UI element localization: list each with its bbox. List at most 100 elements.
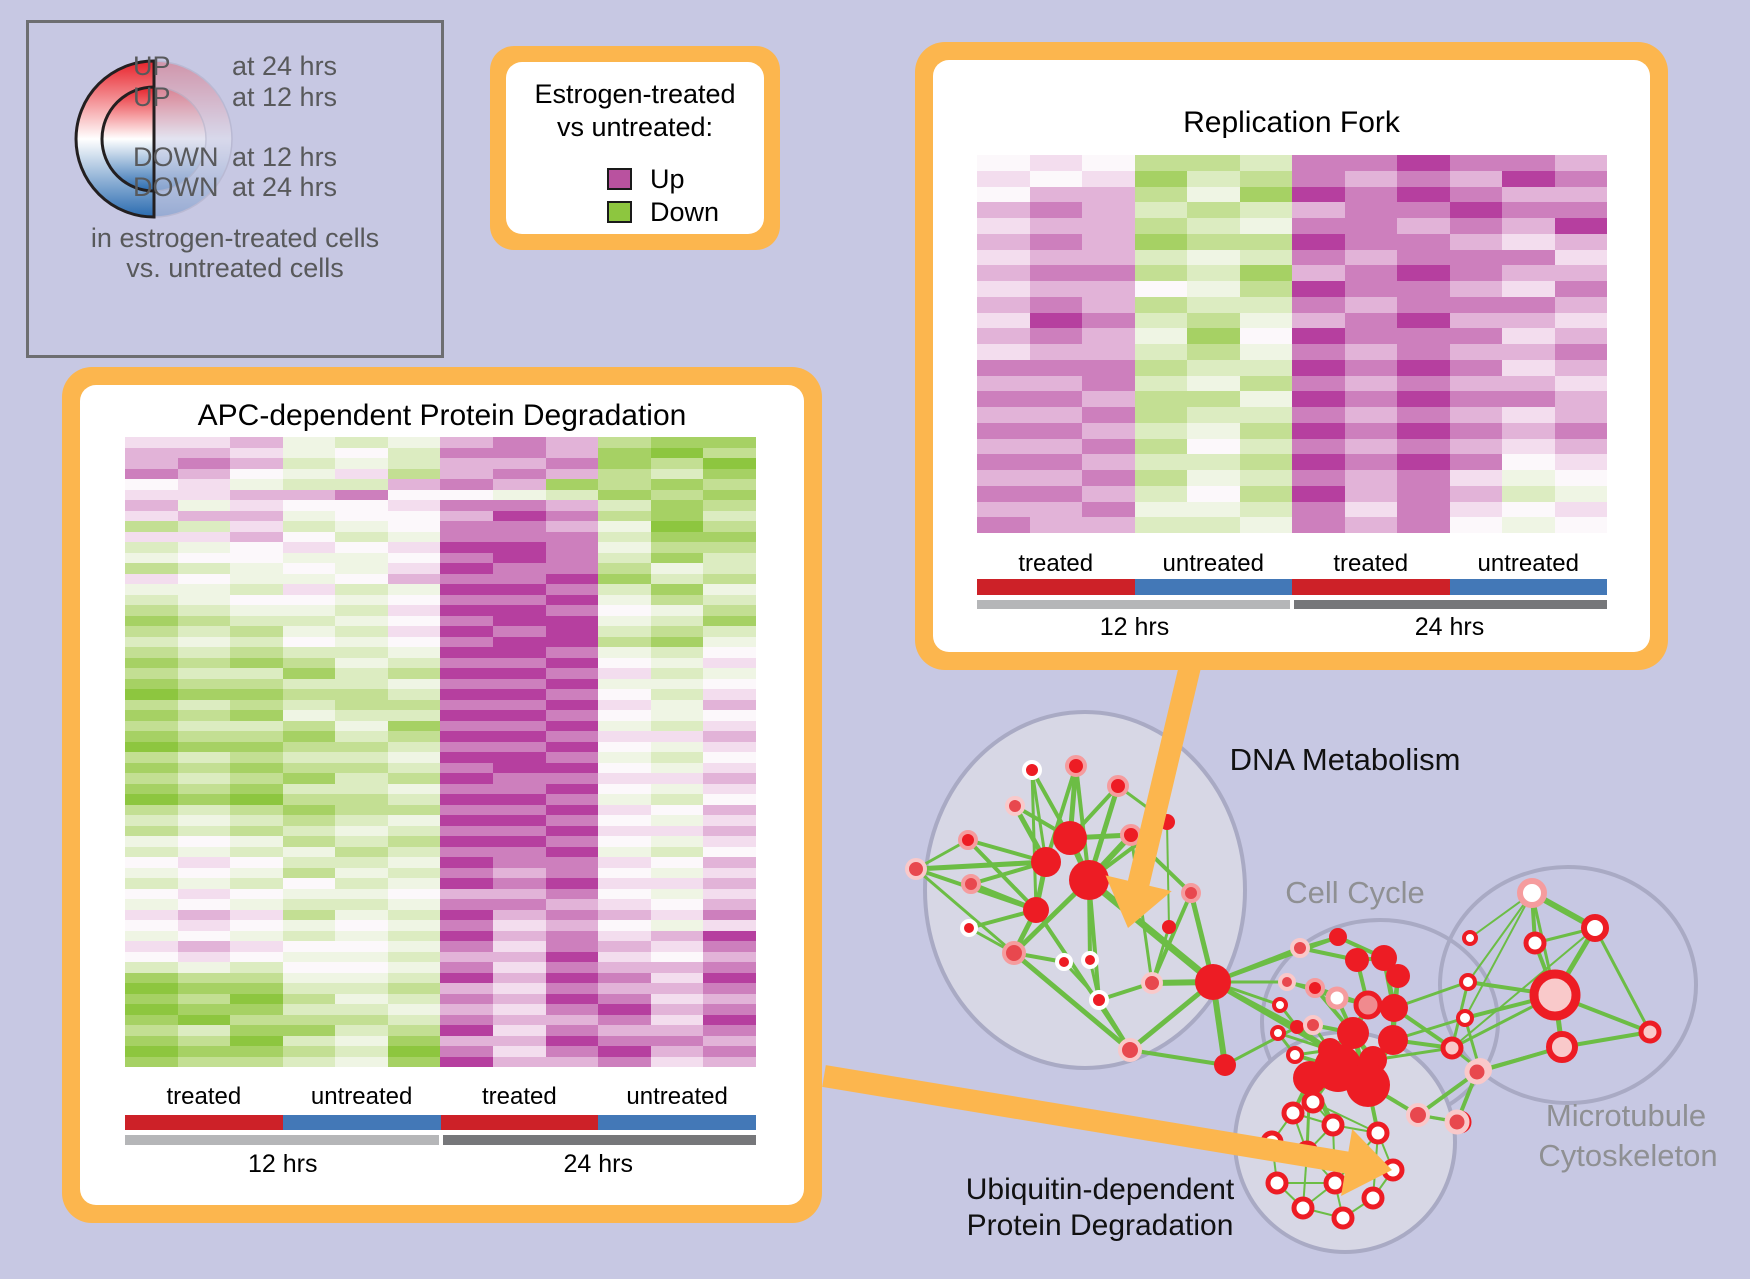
heatmap-cell <box>650 983 704 994</box>
heatmap-cell <box>703 846 756 857</box>
heatmap-cell <box>335 962 388 973</box>
heatmap-cell <box>598 857 651 868</box>
heatmap-cell <box>125 615 178 626</box>
heatmap-cell <box>545 773 599 784</box>
heatmap-cell <box>1449 501 1502 518</box>
heatmap-cell <box>1029 422 1082 439</box>
heatmap-cell <box>282 941 336 952</box>
updown-legend-box: Estrogen-treated vs untreated: Up Down <box>490 46 780 250</box>
heatmap-cell <box>282 468 336 479</box>
heatmap-cell <box>703 1014 756 1025</box>
network-edge <box>915 859 1047 872</box>
flow-arrow-shaft <box>822 1065 1353 1174</box>
network-node <box>1214 1054 1236 1076</box>
heatmap-cell <box>703 458 756 469</box>
heatmap-cell <box>545 836 599 847</box>
heatmap-cell <box>177 972 231 983</box>
heatmap-cell <box>1397 296 1450 313</box>
heatmap-cell <box>335 657 388 668</box>
heatmap-cell <box>230 615 283 626</box>
heatmap-cell <box>335 678 388 689</box>
heatmap-cell <box>282 479 336 490</box>
heatmap-cell <box>335 888 388 899</box>
heatmap-cell <box>1029 485 1082 502</box>
heatmap-cell <box>1187 218 1240 234</box>
heatmap-cell <box>703 720 756 731</box>
heatmap-cell <box>545 878 599 889</box>
heatmap-cell <box>282 899 336 910</box>
heatmap-cell <box>1082 296 1135 313</box>
heatmap-cell <box>703 752 756 763</box>
heatmap-cell <box>598 710 651 721</box>
heatmap-cell <box>440 689 494 700</box>
heatmap-cell <box>125 825 178 836</box>
heatmap-cell <box>650 437 704 448</box>
network-node <box>1331 1206 1355 1230</box>
heatmap-cell <box>1239 281 1292 297</box>
heatmap-cell <box>1029 470 1082 486</box>
heatmap-cell <box>125 720 178 731</box>
heatmap-cell <box>177 752 231 763</box>
replication-fork-heatmap <box>977 155 1607 533</box>
network-edge <box>1034 908 1132 1052</box>
heatmap-cell <box>1082 359 1135 376</box>
heatmap-cell <box>440 783 494 794</box>
heatmap-cell <box>1134 454 1187 470</box>
heatmap-cell <box>545 573 599 584</box>
heatmap-cell <box>125 542 178 553</box>
heatmap-cell <box>387 951 441 962</box>
heatmap-cell <box>703 804 756 815</box>
heatmap-cell <box>230 584 283 595</box>
apc-group-labels: treated untreated treated untreated <box>125 1083 756 1111</box>
heatmap-cell <box>977 407 1030 423</box>
network-edge <box>1350 1032 1371 1086</box>
heatmap-cell <box>335 699 388 710</box>
heatmap-cell <box>282 605 336 616</box>
heatmap-cell <box>335 531 388 542</box>
network-edge <box>1292 1112 1308 1153</box>
heatmap-cell <box>1187 328 1240 344</box>
heatmap-cell <box>440 1046 494 1057</box>
network-edge <box>1299 935 1339 950</box>
updown-legend-surface <box>506 62 764 234</box>
ring-legend-dir-label: UP <box>133 51 171 81</box>
heatmap-cell <box>703 1004 756 1015</box>
heatmap-cell <box>1502 218 1555 234</box>
network-edge <box>1530 890 1597 931</box>
heatmap-cell <box>335 647 388 658</box>
time-label: 12 hrs <box>1099 613 1170 641</box>
heatmap-cell <box>125 867 178 878</box>
heatmap-cell <box>1134 517 1187 533</box>
heatmap-cell <box>335 878 388 889</box>
heatmap-cell <box>387 605 441 616</box>
heatmap-cell <box>545 899 599 910</box>
heatmap-cell <box>493 888 546 899</box>
heatmap-cell <box>125 804 178 815</box>
heatmap-cell <box>1187 312 1240 329</box>
heatmap-cell <box>1292 186 1345 203</box>
heatmap-cell <box>387 458 441 469</box>
network-edge <box>1305 1077 1312 1153</box>
heatmap-cell <box>598 941 651 952</box>
network-edge <box>1033 861 1049 911</box>
heatmap-cell <box>335 741 388 752</box>
heatmap-cell <box>703 689 756 700</box>
heatmap-cell <box>598 731 651 742</box>
heatmap-cell <box>282 951 336 962</box>
heatmap-cell <box>1187 170 1240 187</box>
heatmap-cell <box>177 857 231 868</box>
heatmap-cell <box>545 689 599 700</box>
heatmap-cell <box>230 510 283 521</box>
heatmap-cell <box>650 752 704 763</box>
network-edge <box>1313 986 1355 1035</box>
heatmap-cell <box>1082 485 1135 502</box>
heatmap-cell <box>493 458 546 469</box>
heatmap-cell <box>1082 281 1135 297</box>
heatmap-cell <box>230 636 283 647</box>
network-edge <box>1044 765 1078 863</box>
heatmap-cell <box>1134 281 1187 297</box>
heatmap-cell <box>545 720 599 731</box>
heatmap-cell <box>650 804 704 815</box>
network-edge <box>1302 1182 1336 1209</box>
network-edge <box>1309 1075 1369 1088</box>
